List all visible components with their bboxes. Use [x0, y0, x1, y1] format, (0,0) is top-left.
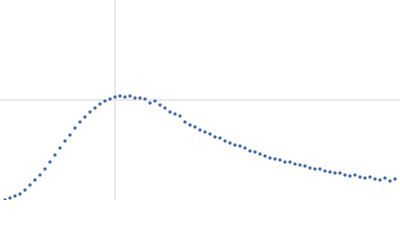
data-point — [263, 154, 267, 158]
data-point — [173, 112, 177, 116]
data-point — [128, 94, 132, 98]
data-point — [303, 164, 307, 168]
data-point — [323, 169, 327, 173]
data-point — [298, 163, 302, 167]
data-point — [268, 156, 272, 160]
data-point — [43, 167, 47, 171]
data-point — [13, 194, 17, 198]
data-point — [288, 160, 292, 164]
data-point — [218, 136, 222, 140]
data-point — [68, 133, 72, 137]
data-point — [343, 173, 347, 177]
data-point — [138, 96, 142, 100]
data-point — [228, 141, 232, 145]
data-point — [53, 153, 57, 157]
data-point — [33, 178, 37, 182]
data-point — [168, 110, 172, 114]
data-point — [83, 115, 87, 119]
data-point — [198, 128, 202, 132]
chart — [0, 0, 400, 200]
data-point — [93, 106, 97, 110]
data-point — [58, 146, 62, 150]
data-point — [348, 174, 352, 178]
data-point — [293, 162, 297, 166]
data-point — [108, 97, 112, 101]
data-point — [308, 166, 312, 170]
data-point — [188, 123, 192, 127]
data-point — [183, 120, 187, 124]
data-point — [163, 106, 167, 110]
data-point — [63, 139, 67, 143]
data-point — [148, 101, 152, 105]
data-point — [38, 173, 42, 177]
data-point — [278, 158, 282, 162]
data-point — [88, 110, 92, 114]
data-point — [283, 160, 287, 164]
data-point — [133, 96, 137, 100]
data-point — [18, 192, 22, 196]
data-point — [113, 95, 117, 99]
data-point — [248, 149, 252, 153]
data-point — [238, 144, 242, 148]
data-point — [23, 188, 27, 192]
data-point — [153, 99, 157, 103]
data-point — [28, 183, 32, 187]
data-point — [388, 179, 392, 183]
data-point — [123, 95, 127, 99]
data-point — [333, 171, 337, 175]
data-point — [243, 146, 247, 150]
data-point — [358, 175, 362, 179]
data-point — [373, 177, 377, 181]
data-point — [8, 196, 12, 200]
data-point — [328, 170, 332, 174]
data-point — [253, 150, 257, 154]
data-point — [213, 135, 217, 139]
data-point — [208, 132, 212, 136]
data-point — [98, 102, 102, 106]
data-point — [393, 177, 397, 181]
data-point — [258, 152, 262, 156]
data-point — [178, 114, 182, 118]
data-point — [368, 175, 372, 179]
data-point — [73, 126, 77, 130]
data-point — [48, 160, 52, 164]
data-point — [103, 99, 107, 103]
data-point — [203, 130, 207, 134]
data-point — [273, 157, 277, 161]
data-point — [313, 167, 317, 171]
data-point — [143, 97, 147, 101]
data-point — [383, 176, 387, 180]
data-point — [318, 167, 322, 171]
data-point — [338, 171, 342, 175]
data-point — [223, 139, 227, 143]
data-point — [193, 125, 197, 129]
data-point — [3, 198, 7, 200]
data-point — [353, 173, 357, 177]
data-point — [118, 94, 122, 98]
data-point — [158, 103, 162, 107]
data-point — [363, 176, 367, 180]
data-point — [78, 120, 82, 124]
data-point — [378, 178, 382, 182]
data-point — [233, 143, 237, 147]
